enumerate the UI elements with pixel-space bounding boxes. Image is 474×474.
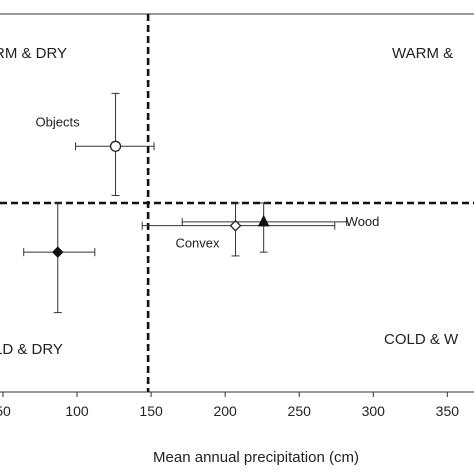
marker-filled-diamond (52, 246, 64, 258)
data-point-wood (181, 202, 348, 253)
chart-text: 50 100 150 200 250 300 350 RM & DRY WARM & LD & … (0, 45, 459, 419)
x-tick-label: 50 (0, 403, 11, 419)
quadrant-label-bottom-right: COLD & W (384, 331, 459, 348)
x-tick-label: 200 (213, 403, 237, 419)
marker-open-circle (109, 140, 122, 152)
quadrant-label-top-right: WARM & (392, 45, 453, 62)
x-tick-label: 300 (362, 403, 386, 419)
x-axis-title: Mean annual precipitation (cm) (153, 449, 359, 466)
data-point-oncave (23, 202, 96, 314)
data-point-objects (75, 92, 155, 196)
x-tick-label: 150 (139, 403, 163, 419)
quadrant-label-top-left: RM & DRY (0, 45, 67, 62)
marker-filled-triangle (257, 214, 270, 227)
point-label-objects: Objects (36, 114, 81, 129)
data-marks (23, 92, 348, 314)
marker-open-diamond (229, 219, 242, 232)
x-tick-label: 100 (65, 403, 89, 419)
point-label-convex: Convex (175, 236, 220, 251)
x-tick-label: 250 (288, 403, 312, 419)
point-label-wood: Wood (346, 214, 380, 229)
quadrant-label-bottom-left: LD & DRY (0, 341, 63, 358)
data-point-convex (141, 202, 336, 257)
x-tick-label: 350 (436, 403, 460, 419)
